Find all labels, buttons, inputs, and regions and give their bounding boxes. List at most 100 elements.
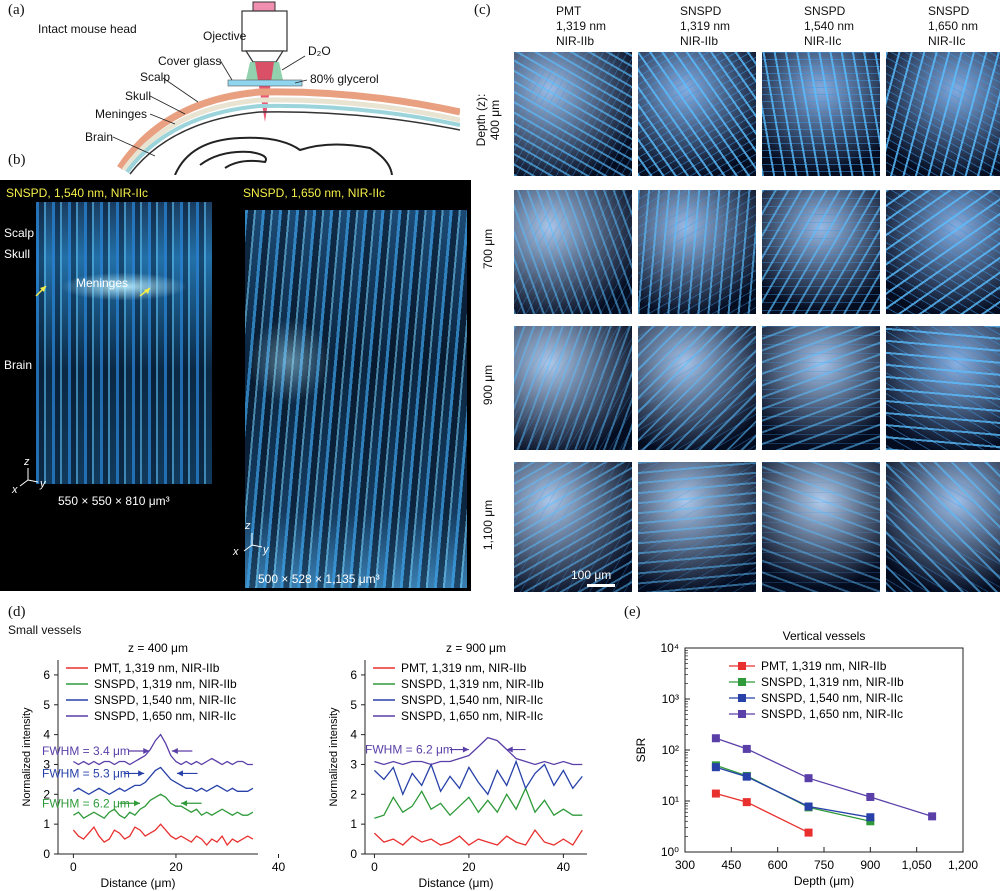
legend-entry: PMT, 1,319 nm, NIR-IIb <box>94 661 220 675</box>
image-tile-r1-c1 <box>514 52 632 176</box>
row-label-1100: 1,100 μm <box>481 499 495 551</box>
series-line-3 <box>715 766 871 818</box>
y-tick-label: 4 <box>43 728 50 742</box>
y-tick-label: 0 <box>43 847 50 861</box>
right-axis-y: y <box>263 544 269 556</box>
legend-swatch-marker <box>738 694 746 702</box>
row-label-900: 900 μm <box>481 364 495 406</box>
chart-d-400um: z = 400 μm 0 1 2 3 4 5 6 0 20 40 Distance (μm) Norma… <box>21 641 286 890</box>
legend-entry: PMT, 1,319 nm, NIR-IIb <box>401 661 527 675</box>
y-tick-label: 1 <box>350 817 357 831</box>
data-point <box>928 812 937 821</box>
y-tick-label: 10¹ <box>662 794 679 808</box>
panel-d-heading: Small vessels <box>8 623 82 637</box>
image-tile-r1-c3 <box>762 52 880 176</box>
fwhm-label: FWHM = 3.4 μm <box>42 744 130 758</box>
series-line-3 <box>73 766 254 796</box>
image-tile-r3-c3 <box>762 326 880 450</box>
fwhm-label: FWHM = 6.2 μm <box>42 796 130 810</box>
column-header-line: SNSPD <box>804 4 846 18</box>
data-point <box>866 817 875 826</box>
column-header-2: SNSPD 1,319 nm NIR-IIb <box>680 4 730 49</box>
image-tile-r3-c1 <box>514 326 632 450</box>
fwhm-arrowhead-right <box>176 770 183 777</box>
y-tick-label: 10² <box>662 743 679 757</box>
legend-entry: SNSPD, 1,650 nm, NIR-IIc <box>401 709 543 723</box>
column-header-line: 1,319 nm <box>556 19 607 33</box>
column-header-line: NIR-IIb <box>556 34 595 48</box>
legend-entry: SNSPD, 1,319 nm, NIR-IIb <box>94 677 237 691</box>
label-skull: Skull <box>125 89 152 103</box>
series-line-2 <box>73 793 254 820</box>
y-tick-label: 6 <box>350 668 357 682</box>
panel-b-left-volume: 550 × 550 × 810 μm³ <box>58 494 170 508</box>
y-tick-label: 2 <box>350 787 357 801</box>
panel-b-scalp: Scalp <box>4 226 35 240</box>
y-tick-label: 4 <box>350 728 357 742</box>
fwhm-arrowhead-right <box>171 748 178 755</box>
chart-d-900um: z = 900 μm 0 1 2 3 4 5 6 0 20 40 Distance (μm) Norma… <box>328 641 587 890</box>
panel-b-letter: (b) <box>8 152 26 168</box>
x-tick-label: 300 <box>675 858 695 872</box>
legend-entry: SNSPD, 1,540 nm, NIR-IIc <box>761 691 903 705</box>
label-d2o: D₂O <box>308 44 331 58</box>
x-tick-label: 40 <box>557 860 571 874</box>
scalebar-label: 100 μm <box>571 568 612 582</box>
x-tick-label: 1,200 <box>948 858 978 872</box>
panel-b-brain: Brain <box>4 358 33 372</box>
left-axis-y: y <box>40 478 46 490</box>
panel-a-letter: (a) <box>8 2 25 18</box>
panel-b-right-volume: 500 × 528 × 1,135 μm³ <box>258 572 380 586</box>
image-tile-r4-c3 <box>762 462 880 592</box>
image-tile-r2-c3 <box>762 190 880 314</box>
x-tick-label: 1,050 <box>902 858 932 872</box>
column-header-line: SNSPD <box>680 4 722 18</box>
column-header-1: PMT 1,319 nm NIR-IIb <box>556 4 606 49</box>
column-header-line: NIR-IIb <box>680 34 719 48</box>
x-axis-label: Depth (μm) <box>794 874 854 888</box>
series-line-4 <box>374 736 583 766</box>
legend-entry: SNSPD, 1,650 nm, NIR-IIc <box>761 707 903 721</box>
legend-entry: PMT, 1,319 nm, NIR-IIb <box>761 659 887 673</box>
data-point <box>866 792 875 801</box>
chart-title: z = 400 μm <box>128 641 188 655</box>
row-label-700: 700 μm <box>481 228 495 270</box>
legend-swatch-marker <box>738 678 746 686</box>
y-tick-label: 3 <box>350 757 357 771</box>
y-tick-label: 6 <box>43 668 50 682</box>
row-label-400: Depth (z): 400 μm <box>474 93 502 147</box>
panel-b-image <box>0 180 471 591</box>
series-line-2 <box>374 786 583 819</box>
fwhm-arrowhead-right <box>506 746 513 753</box>
x-tick-label: 900 <box>860 858 880 872</box>
label-cover-glass: Cover glass <box>158 54 222 68</box>
image-tile-r1-c2 <box>638 52 756 176</box>
column-header-line: NIR-IIc <box>804 34 842 48</box>
x-tick-label: 20 <box>462 860 476 874</box>
data-point <box>742 798 751 807</box>
image-tile-r3-c2 <box>638 326 756 450</box>
panel-b-left-title: SNSPD, 1,540 nm, NIR-IIc <box>6 186 149 200</box>
column-header-4: SNSPD 1,650 nm NIR-IIc <box>928 4 978 49</box>
data-point <box>711 763 720 772</box>
x-tick-label: 600 <box>768 858 788 872</box>
chart-title: z = 900 μm <box>446 641 506 655</box>
data-point <box>711 734 720 743</box>
image-tile-r4-c1 <box>514 462 632 592</box>
image-tile-r1-c4 <box>886 52 1000 176</box>
y-tick-label: 10⁴ <box>660 641 679 655</box>
x-tick-label: 40 <box>272 860 286 874</box>
column-header-line: 1,650 nm <box>928 19 979 33</box>
series-line-1 <box>72 823 254 847</box>
y-tick-label: 3 <box>43 757 50 771</box>
image-tile-r4-c2 <box>638 462 756 592</box>
y-tick-label: 0 <box>350 847 357 861</box>
series-line-1 <box>373 828 583 846</box>
x-tick-label: 20 <box>169 860 183 874</box>
panel-e-letter: (e) <box>624 604 641 620</box>
mouse-head-schematic <box>112 1 460 175</box>
legend-entry: SNSPD, 1,319 nm, NIR-IIb <box>761 675 904 689</box>
column-header-line: 1,540 nm <box>804 19 855 33</box>
image-tile-r3-c4 <box>886 326 1000 450</box>
image-tile-r2-c4 <box>886 190 1000 314</box>
